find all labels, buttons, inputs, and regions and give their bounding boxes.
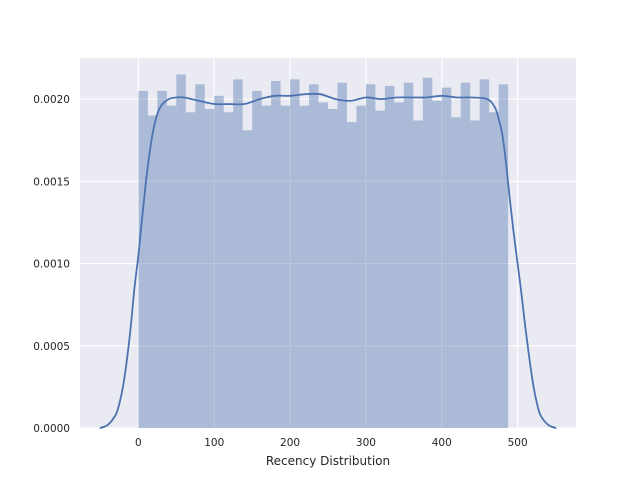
histogram-bar-38 <box>498 84 509 429</box>
histogram-bar-12 <box>252 90 262 428</box>
histogram-bars <box>138 74 509 429</box>
histogram-bar-35 <box>470 120 480 428</box>
histogram-bar-31 <box>432 100 442 428</box>
y-tick-labels: 0.0000 0.0005 0.0010 0.0015 0.0020 <box>33 94 70 435</box>
histogram-bar-0 <box>138 90 148 428</box>
grid <box>80 58 576 429</box>
histogram-bar-32 <box>441 87 452 428</box>
histogram-bar-9 <box>223 112 234 429</box>
histogram-bar-1 <box>147 115 158 429</box>
histogram-bar-5 <box>185 112 196 429</box>
histogram-bar-26 <box>384 85 395 428</box>
histogram-bar-33 <box>451 117 461 428</box>
histogram-bar-25 <box>375 110 385 428</box>
histogram-bar-2 <box>157 90 167 428</box>
x-tick-label-2: 200 <box>280 437 300 449</box>
histogram-bar-19 <box>318 102 328 429</box>
histogram-bar-3 <box>166 105 177 428</box>
histogram-bar-11 <box>242 130 253 428</box>
histogram-bar-17 <box>299 105 310 428</box>
histogram-bar-6 <box>195 84 205 429</box>
histogram-bar-28 <box>403 82 414 429</box>
y-tick-label-2: 0.0010 <box>33 259 70 271</box>
histogram-bar-24 <box>365 84 376 429</box>
kde-curve <box>99 92 557 429</box>
histogram-bar-18 <box>309 84 319 429</box>
y-tick-label-4: 0.0020 <box>33 94 70 106</box>
histogram-bar-15 <box>280 105 291 428</box>
y-tick-label-1: 0.0005 <box>33 341 70 353</box>
y-tick-label-0: 0.0000 <box>33 423 70 435</box>
histogram-bar-7 <box>204 108 215 428</box>
histogram-bar-22 <box>346 122 357 428</box>
x-tick-label-0: 0 <box>135 437 142 449</box>
histogram-bar-27 <box>394 102 404 429</box>
x-tick-labels: 0 100 200 300 400 500 <box>135 437 528 449</box>
histogram-bar-13 <box>261 105 272 428</box>
kde-curve-group <box>99 92 557 429</box>
plot-background <box>80 58 576 428</box>
histogram-bar-30 <box>422 77 433 428</box>
histogram-bar-14 <box>271 81 281 429</box>
histogram-bar-8 <box>214 95 224 429</box>
histogram-bar-4 <box>176 74 186 428</box>
histogram-bar-20 <box>328 108 338 428</box>
y-tick-label-3: 0.0015 <box>33 176 70 188</box>
histogram-bar-29 <box>413 120 423 428</box>
x-tick-label-4: 400 <box>432 437 452 449</box>
histogram-bar-10 <box>233 79 243 428</box>
x-tick-label-3: 300 <box>356 437 376 449</box>
histogram-bar-16 <box>290 79 300 428</box>
histogram-bar-21 <box>337 82 347 429</box>
x-axis-label: Recency Distribution <box>266 454 390 468</box>
histogram-bar-23 <box>356 105 366 428</box>
histogram-bar-37 <box>489 112 499 429</box>
histogram-bar-34 <box>460 82 471 429</box>
histogram-bar-36 <box>479 79 490 428</box>
x-tick-label-5: 500 <box>508 437 528 449</box>
x-tick-label-1: 100 <box>204 437 224 449</box>
